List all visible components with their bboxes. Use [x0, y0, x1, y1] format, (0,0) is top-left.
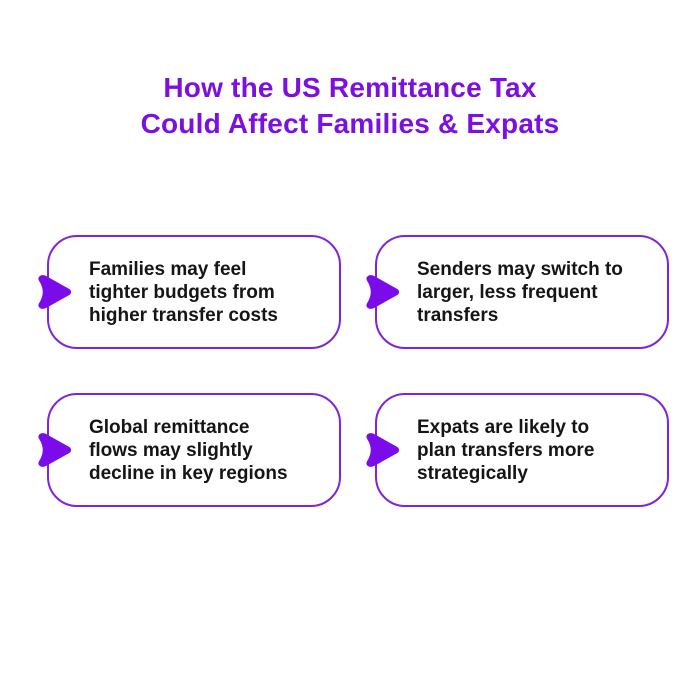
card-text: Families may feel tighter budgets from h…	[89, 258, 278, 327]
page-title: How the US Remittance Tax Could Affect F…	[0, 70, 700, 142]
card-global-flows: Global remittance flows may slightly dec…	[38, 393, 341, 507]
card-text-line: Global remittance	[89, 416, 250, 438]
card-text: Expats are likely to plan transfers more…	[417, 416, 594, 485]
card-text-line: Families may feel	[89, 258, 247, 280]
card-text-line: transfers	[417, 304, 499, 326]
card-text: Senders may switch to larger, less frequ…	[417, 258, 623, 327]
card-text-line: higher transfer costs	[89, 304, 278, 326]
card-text-line: larger, less frequent	[417, 281, 598, 303]
card-text-line: Expats are likely to	[417, 416, 590, 438]
card-text-line: strategically	[417, 462, 528, 484]
infographic-page: How the US Remittance Tax Could Affect F…	[0, 70, 700, 700]
page-title-line-1: How the US Remittance Tax	[163, 72, 537, 103]
page-title-line-2: Could Affect Families & Expats	[140, 108, 560, 139]
play-arrow-icon	[360, 273, 402, 311]
card-text-line: flows may slightly	[89, 439, 253, 461]
card-text-line: tighter budgets from	[89, 281, 275, 303]
card-text-line: plan transfers more	[417, 439, 595, 461]
card-text-line: decline in key regions	[89, 462, 288, 484]
card-text: Global remittance flows may slightly dec…	[89, 416, 288, 485]
play-arrow-icon	[32, 431, 74, 469]
card-senders-switch: Senders may switch to larger, less frequ…	[366, 235, 669, 349]
cards-grid: Families may feel tighter budgets from h…	[38, 235, 700, 507]
card-families-budgets: Families may feel tighter budgets from h…	[38, 235, 341, 349]
play-arrow-icon	[360, 431, 402, 469]
play-arrow-icon	[32, 273, 74, 311]
card-text-line: Senders may switch to	[417, 258, 623, 280]
card-expats-plan: Expats are likely to plan transfers more…	[366, 393, 669, 507]
